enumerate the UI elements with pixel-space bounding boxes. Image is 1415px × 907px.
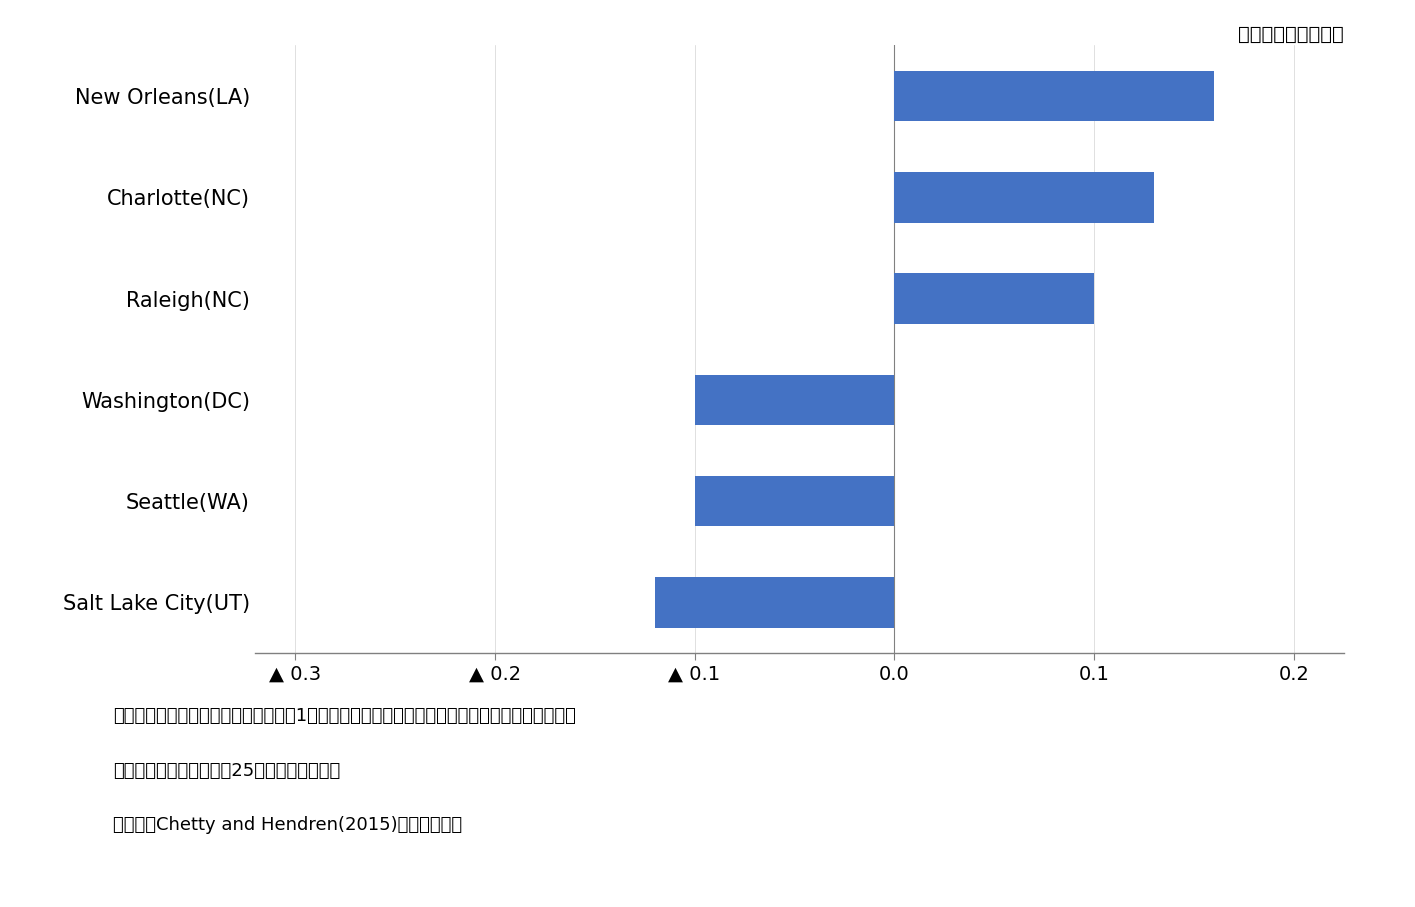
- Text: 親世代の所得階層は25パーセンタイル。: 親世代の所得階層は25パーセンタイル。: [113, 762, 341, 780]
- Text: （注）当該通勤圈で育ったことによる1年辺りの所得階層上昇率（平均的な通勤圈との比較）。: （注）当該通勤圈で育ったことによる1年辺りの所得階層上昇率（平均的な通勤圈との比…: [113, 707, 576, 726]
- Text: （パーセンタイル）: （パーセンタイル）: [1238, 25, 1344, 44]
- Text: （資料）Chetty and Hendren(2015)により作成。: （資料）Chetty and Hendren(2015)により作成。: [113, 816, 463, 834]
- Bar: [894, 172, 1155, 222]
- Bar: [695, 476, 894, 526]
- Bar: [655, 577, 894, 628]
- Bar: [695, 375, 894, 425]
- Bar: [894, 71, 1214, 122]
- Bar: [894, 273, 1094, 324]
